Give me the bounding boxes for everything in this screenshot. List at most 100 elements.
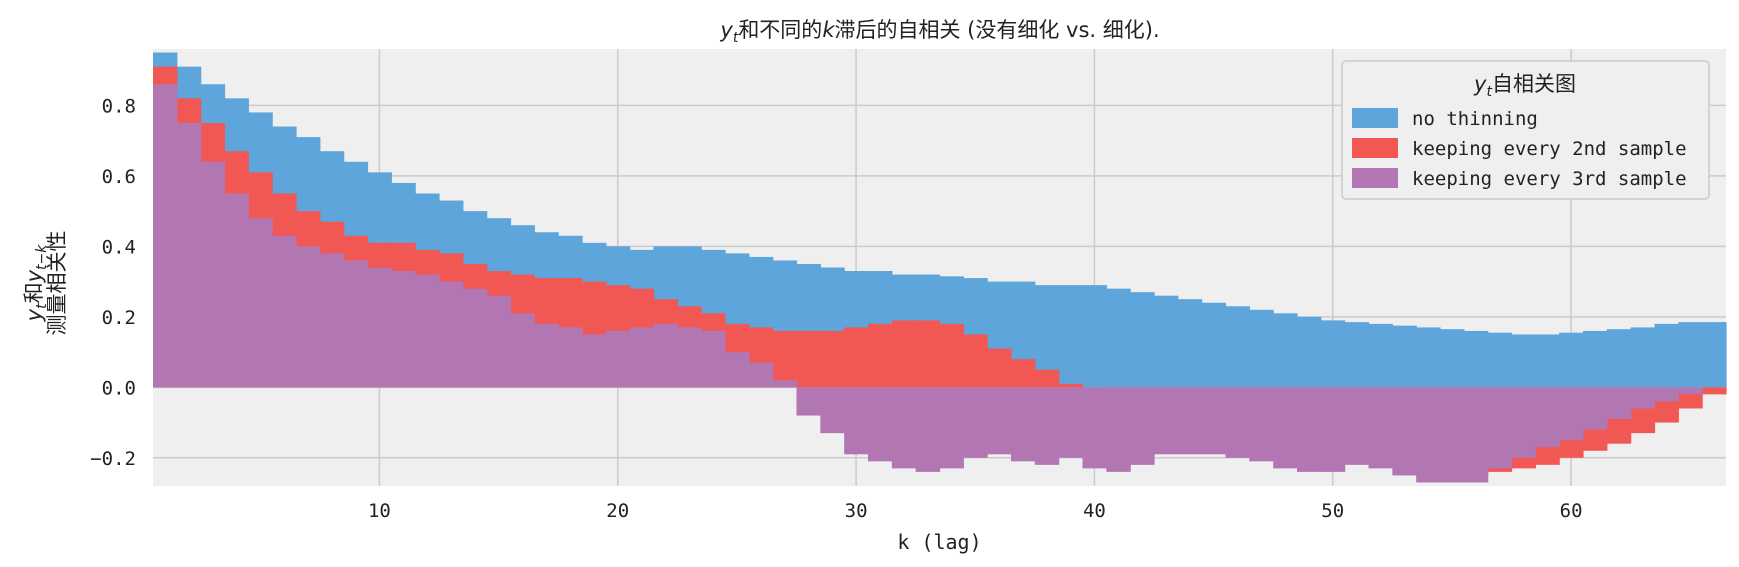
legend-label: keeping every 3rd sample	[1412, 168, 1687, 190]
bar	[725, 352, 750, 388]
bar	[248, 218, 273, 388]
bar	[1011, 387, 1036, 462]
bar	[1320, 320, 1346, 388]
bar	[963, 334, 988, 388]
x-axis-label: k (lag)	[897, 530, 981, 554]
bar	[1583, 330, 1608, 388]
bar	[1082, 387, 1107, 469]
x-tick-label: 60	[1560, 500, 1583, 522]
bar	[701, 330, 726, 388]
bar	[1177, 387, 1203, 455]
bar	[1535, 334, 1560, 388]
legend-swatch	[1352, 138, 1398, 158]
bar	[1201, 302, 1227, 388]
bar	[1535, 387, 1560, 448]
bar	[1606, 387, 1632, 420]
bar	[1630, 387, 1656, 409]
bar	[558, 327, 583, 388]
bar	[868, 387, 893, 462]
bar	[796, 387, 821, 416]
bar	[272, 235, 297, 388]
bar	[1463, 387, 1489, 483]
bar	[868, 323, 893, 388]
bar	[1058, 285, 1084, 388]
bar	[176, 123, 202, 388]
bar	[772, 330, 798, 388]
bar	[820, 387, 845, 434]
bar	[1702, 387, 1727, 395]
bar	[1416, 387, 1441, 483]
bar	[653, 323, 678, 388]
bar	[367, 267, 392, 388]
bar	[319, 253, 345, 388]
legend: yt自相关图 no thinning keeping every 2nd samp…	[1341, 60, 1710, 200]
bar	[1440, 387, 1465, 483]
bar	[891, 320, 917, 388]
bar	[510, 313, 535, 388]
legend-swatch	[1352, 108, 1398, 128]
bar	[1225, 387, 1250, 458]
legend-title: yt自相关图	[1473, 72, 1576, 100]
bar	[1368, 387, 1393, 469]
bar	[1106, 288, 1131, 388]
bar	[1130, 387, 1155, 465]
bar	[1630, 327, 1656, 388]
bar	[629, 327, 655, 388]
bar	[1392, 387, 1417, 476]
bar	[1225, 306, 1250, 388]
bar	[1511, 334, 1536, 388]
y-tick-label: 0.4	[102, 236, 136, 258]
bar	[1011, 359, 1036, 388]
x-tick-label: 40	[1083, 500, 1106, 522]
bar	[844, 327, 869, 388]
bar	[582, 334, 607, 388]
bar	[1106, 387, 1131, 472]
bar	[1058, 387, 1084, 458]
x-tick-label: 30	[845, 500, 868, 522]
bar	[462, 288, 488, 388]
chart-title: yt和不同的k滞后的自相关 (没有细化 vs. 细化).	[719, 18, 1159, 46]
bar	[1154, 295, 1179, 388]
bar	[1463, 330, 1489, 388]
bar	[987, 387, 1012, 455]
y-tick-label: −0.2	[90, 448, 136, 470]
x-tick-label: 50	[1321, 500, 1344, 522]
legend-item: keeping every 2nd sample	[1352, 138, 1687, 160]
bar	[1678, 387, 1703, 395]
bar	[1654, 323, 1679, 388]
bar	[153, 84, 178, 388]
y-tick-label: 0.2	[102, 307, 136, 329]
bar	[1606, 329, 1632, 388]
bar	[820, 330, 845, 388]
legend-swatch	[1352, 168, 1398, 188]
bar	[1034, 387, 1060, 465]
bar	[1368, 323, 1393, 388]
bar	[1392, 325, 1417, 388]
bar	[1487, 332, 1513, 388]
legend-item: no thinning	[1352, 108, 1538, 130]
bar	[796, 330, 821, 388]
bar	[1273, 387, 1298, 469]
bar	[439, 281, 464, 388]
bar	[1320, 387, 1346, 472]
bar	[1583, 387, 1608, 430]
bar	[1297, 387, 1322, 472]
bar	[1058, 383, 1084, 388]
bar	[1249, 387, 1274, 462]
bar	[1273, 313, 1298, 388]
bar	[1177, 299, 1203, 388]
x-tick-labels: 10 20 30 40 50 60	[368, 500, 1583, 522]
y-tick-label: 0.0	[102, 377, 136, 399]
bar	[1511, 387, 1536, 458]
legend-box	[1341, 60, 1710, 200]
bar	[1702, 322, 1727, 388]
bar	[1559, 387, 1584, 441]
bar	[1297, 316, 1322, 388]
bar	[1344, 322, 1370, 388]
bar	[1440, 329, 1465, 388]
y-axis-label-line1: yt和yt−k	[22, 244, 50, 323]
y-tick-label: 0.6	[102, 166, 136, 188]
bar	[677, 327, 702, 388]
bar	[1344, 387, 1370, 465]
